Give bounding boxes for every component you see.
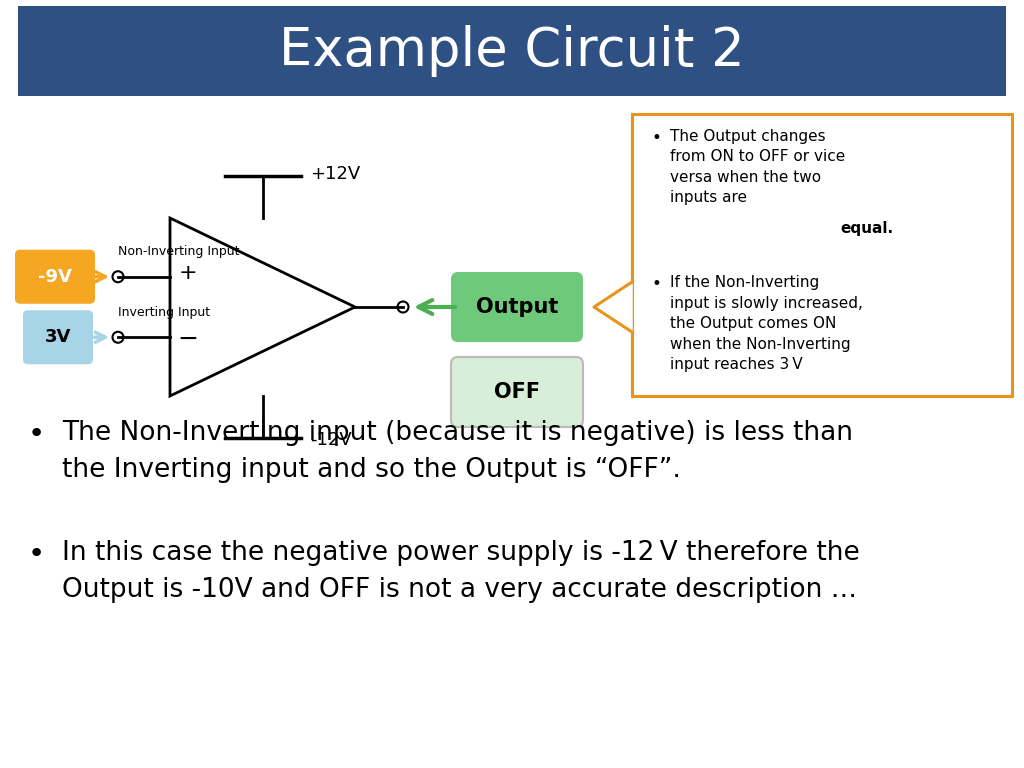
FancyBboxPatch shape [451, 272, 583, 342]
Text: -12V: -12V [310, 431, 352, 449]
Text: Inverting Input: Inverting Input [118, 306, 210, 319]
Text: Output: Output [476, 297, 558, 317]
FancyBboxPatch shape [15, 250, 95, 303]
Text: •: • [28, 420, 45, 448]
Text: •: • [28, 540, 45, 568]
Text: •: • [652, 276, 662, 293]
Text: OFF: OFF [494, 382, 540, 402]
Text: Example Circuit 2: Example Circuit 2 [280, 25, 744, 77]
Text: •: • [652, 129, 662, 147]
Polygon shape [594, 282, 632, 332]
Text: If the Non-Inverting
input is slowly increased,
the Output comes ON
when the Non: If the Non-Inverting input is slowly inc… [670, 276, 863, 372]
Text: 3V: 3V [45, 328, 72, 346]
Bar [18, 6, 1006, 96]
Text: −: − [177, 327, 199, 351]
FancyBboxPatch shape [451, 357, 583, 427]
Text: equal.: equal. [840, 220, 893, 236]
Text: +12V: +12V [310, 165, 360, 183]
Text: -9V: -9V [38, 268, 72, 286]
Text: In this case the negative power supply is -12 V therefore the
Output is -10V and: In this case the negative power supply i… [62, 540, 860, 603]
Text: Non-Inverting Input: Non-Inverting Input [118, 245, 240, 258]
Text: The Output changes
from ON to OFF or vice
versa when the two
inputs are: The Output changes from ON to OFF or vic… [670, 129, 845, 205]
FancyBboxPatch shape [632, 114, 1012, 396]
FancyBboxPatch shape [23, 310, 93, 364]
Text: The Non-Inverting input (because it is negative) is less than
the Inverting inpu: The Non-Inverting input (because it is n… [62, 420, 853, 483]
Text: +: + [178, 263, 198, 283]
